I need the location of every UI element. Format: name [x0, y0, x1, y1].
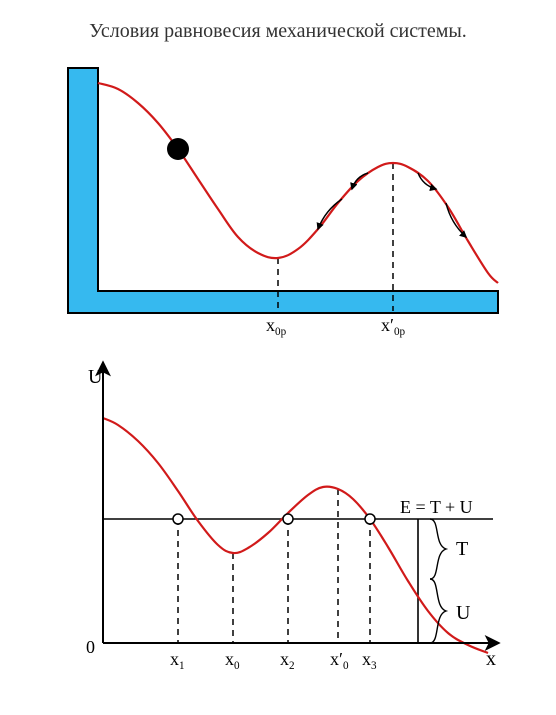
svg-text:x3: x3 — [362, 649, 377, 672]
brace-0 — [430, 519, 446, 579]
turning-point-2 — [365, 514, 375, 524]
svg-text:x′0p: x′0p — [381, 315, 406, 338]
bottom-diagram: TUUx0E = T + Ux1x0x2x′0x3 — [48, 343, 508, 683]
turning-point-0 — [173, 514, 183, 524]
well-frame — [68, 68, 498, 313]
brace-1 — [430, 579, 446, 643]
x-axis-label: x — [486, 648, 496, 670]
well-fill — [68, 68, 498, 313]
potential-curve — [98, 83, 498, 283]
energy-label: E = T + U — [400, 497, 473, 517]
page-title: Условия равновесия механической системы. — [20, 20, 536, 43]
svg-text:x2: x2 — [280, 649, 295, 672]
potential-curve — [103, 418, 488, 653]
brace-label-1: U — [456, 602, 471, 624]
top-diagram: x0p x′0p — [48, 53, 508, 343]
turning-point-1 — [283, 514, 293, 524]
svg-text:x′0: x′0 — [330, 649, 349, 672]
y-axis-label: U — [88, 366, 103, 388]
brace-label-0: T — [456, 538, 468, 560]
svg-text:x1: x1 — [170, 649, 185, 672]
origin-label: 0 — [86, 637, 95, 657]
svg-text:x0: x0 — [225, 649, 240, 672]
svg-text:x0p: x0p — [266, 315, 287, 338]
ball-icon — [167, 138, 189, 160]
